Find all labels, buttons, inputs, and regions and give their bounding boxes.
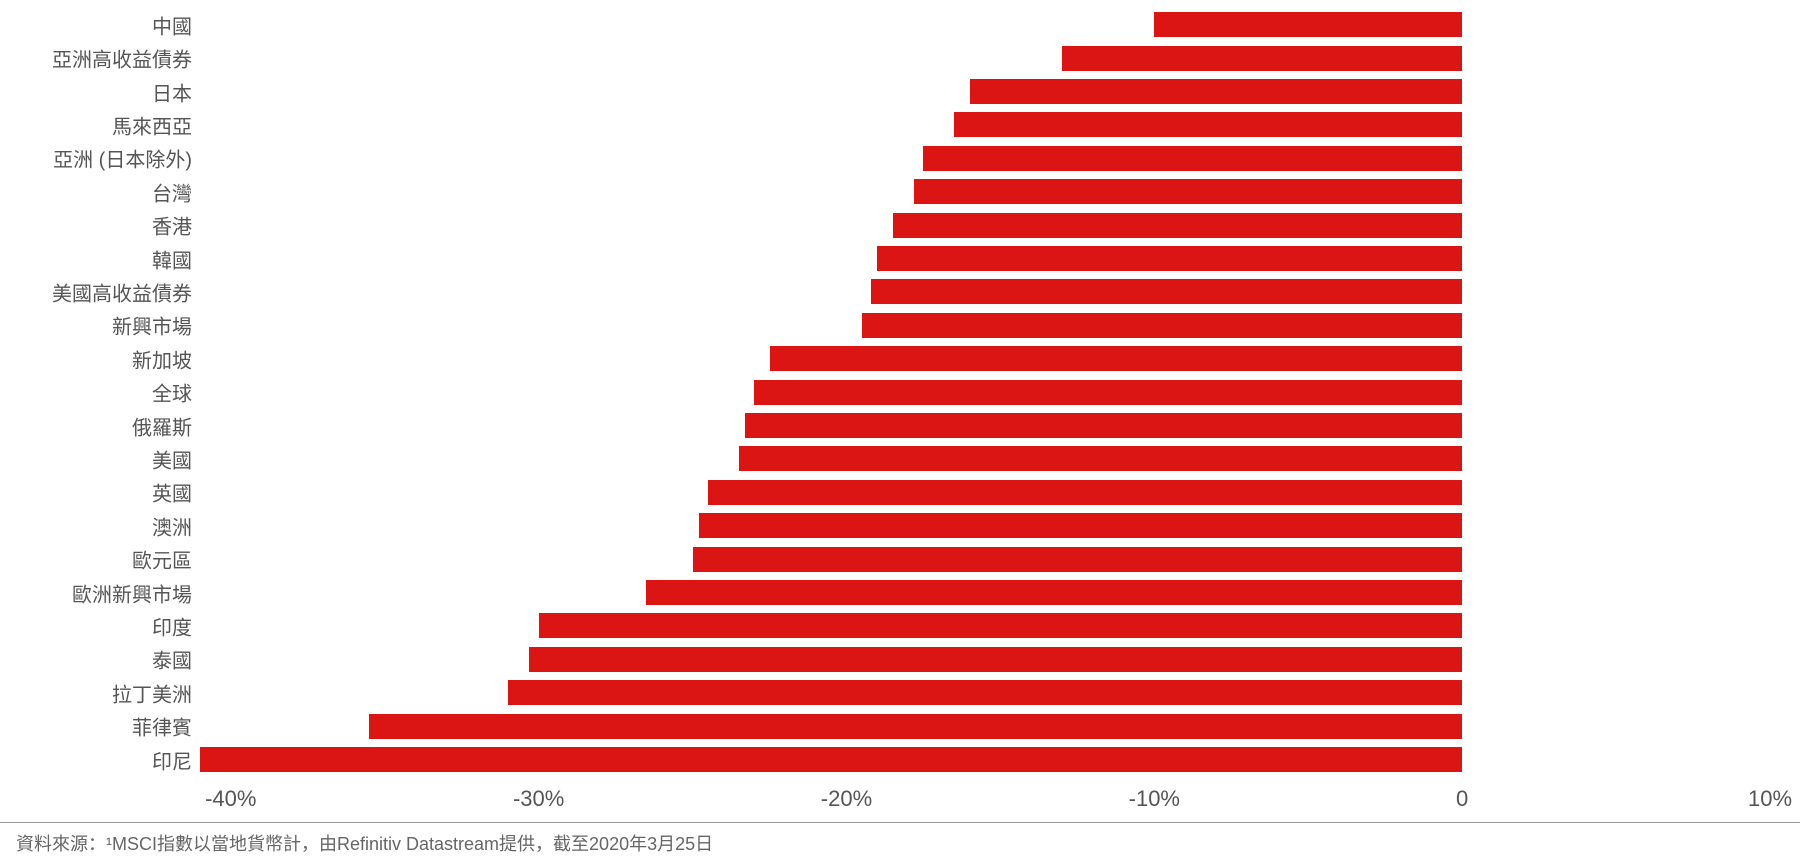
x-axis-tick-label: -10%	[1129, 786, 1180, 812]
x-axis-tick-label: -40%	[205, 786, 256, 812]
y-axis-label: 泰國	[152, 645, 192, 674]
x-axis-tick-label: -30%	[513, 786, 564, 812]
bar	[954, 112, 1462, 137]
y-axis-label: 澳洲	[152, 511, 192, 540]
chart-container: 中國亞洲高收益債券日本馬來西亞亞洲 (日本除外) 台灣香港韓國美國高收益債券新興市…	[0, 0, 1800, 860]
bar	[739, 446, 1462, 471]
x-axis-tick-label: -20%	[821, 786, 872, 812]
x-axis-tick-label: 0	[1456, 786, 1468, 812]
bar	[699, 513, 1462, 538]
y-axis-label: 美國	[152, 444, 192, 473]
bar	[529, 647, 1462, 672]
bar	[369, 714, 1462, 739]
y-axis-label: 香港	[152, 211, 192, 240]
y-axis-label: 英國	[152, 478, 192, 507]
bar	[770, 346, 1463, 371]
bar	[970, 79, 1463, 104]
bar	[693, 547, 1463, 572]
bar	[745, 413, 1462, 438]
bar	[877, 246, 1462, 271]
y-axis-label: 新興市場	[112, 311, 192, 340]
bar	[539, 613, 1463, 638]
y-axis-label: 俄羅斯	[132, 411, 192, 440]
y-axis-label: 全球	[152, 378, 192, 407]
source-footnote: 資料來源：¹MSCI指數以當地貨幣計，由Refinitiv Datastream…	[16, 830, 713, 856]
y-axis-label: 台灣	[152, 177, 192, 206]
y-axis-label: 亞洲高收益債券	[52, 44, 192, 73]
y-axis-label: 菲律賓	[132, 712, 192, 741]
y-axis-label: 日本	[152, 77, 192, 106]
bar	[646, 580, 1462, 605]
y-axis-label: 韓國	[152, 244, 192, 273]
bar	[871, 279, 1462, 304]
y-axis-label: 拉丁美洲	[112, 678, 192, 707]
bar	[923, 146, 1462, 171]
y-axis-label: 美國高收益債券	[52, 277, 192, 306]
bar	[1154, 12, 1462, 37]
y-axis-label: 馬來西亞	[112, 110, 192, 139]
y-axis-label: 歐洲新興市場	[72, 578, 192, 607]
bar	[862, 313, 1462, 338]
bar	[508, 680, 1462, 705]
bar	[1062, 46, 1462, 71]
x-axis-tick-label: 10%	[1748, 786, 1792, 812]
bar	[708, 480, 1462, 505]
bar	[893, 213, 1463, 238]
bar	[200, 747, 1462, 772]
y-axis-label: 印尼	[152, 745, 192, 774]
bar	[914, 179, 1462, 204]
footer-divider	[0, 822, 1800, 823]
y-axis-label: 新加坡	[132, 344, 192, 373]
bar	[754, 380, 1462, 405]
y-axis-label: 中國	[152, 10, 192, 39]
y-axis-label: 印度	[152, 611, 192, 640]
plot-area	[200, 8, 1770, 776]
y-axis-label: 亞洲 (日本除外)	[53, 144, 192, 173]
y-axis-label: 歐元區	[132, 545, 192, 574]
